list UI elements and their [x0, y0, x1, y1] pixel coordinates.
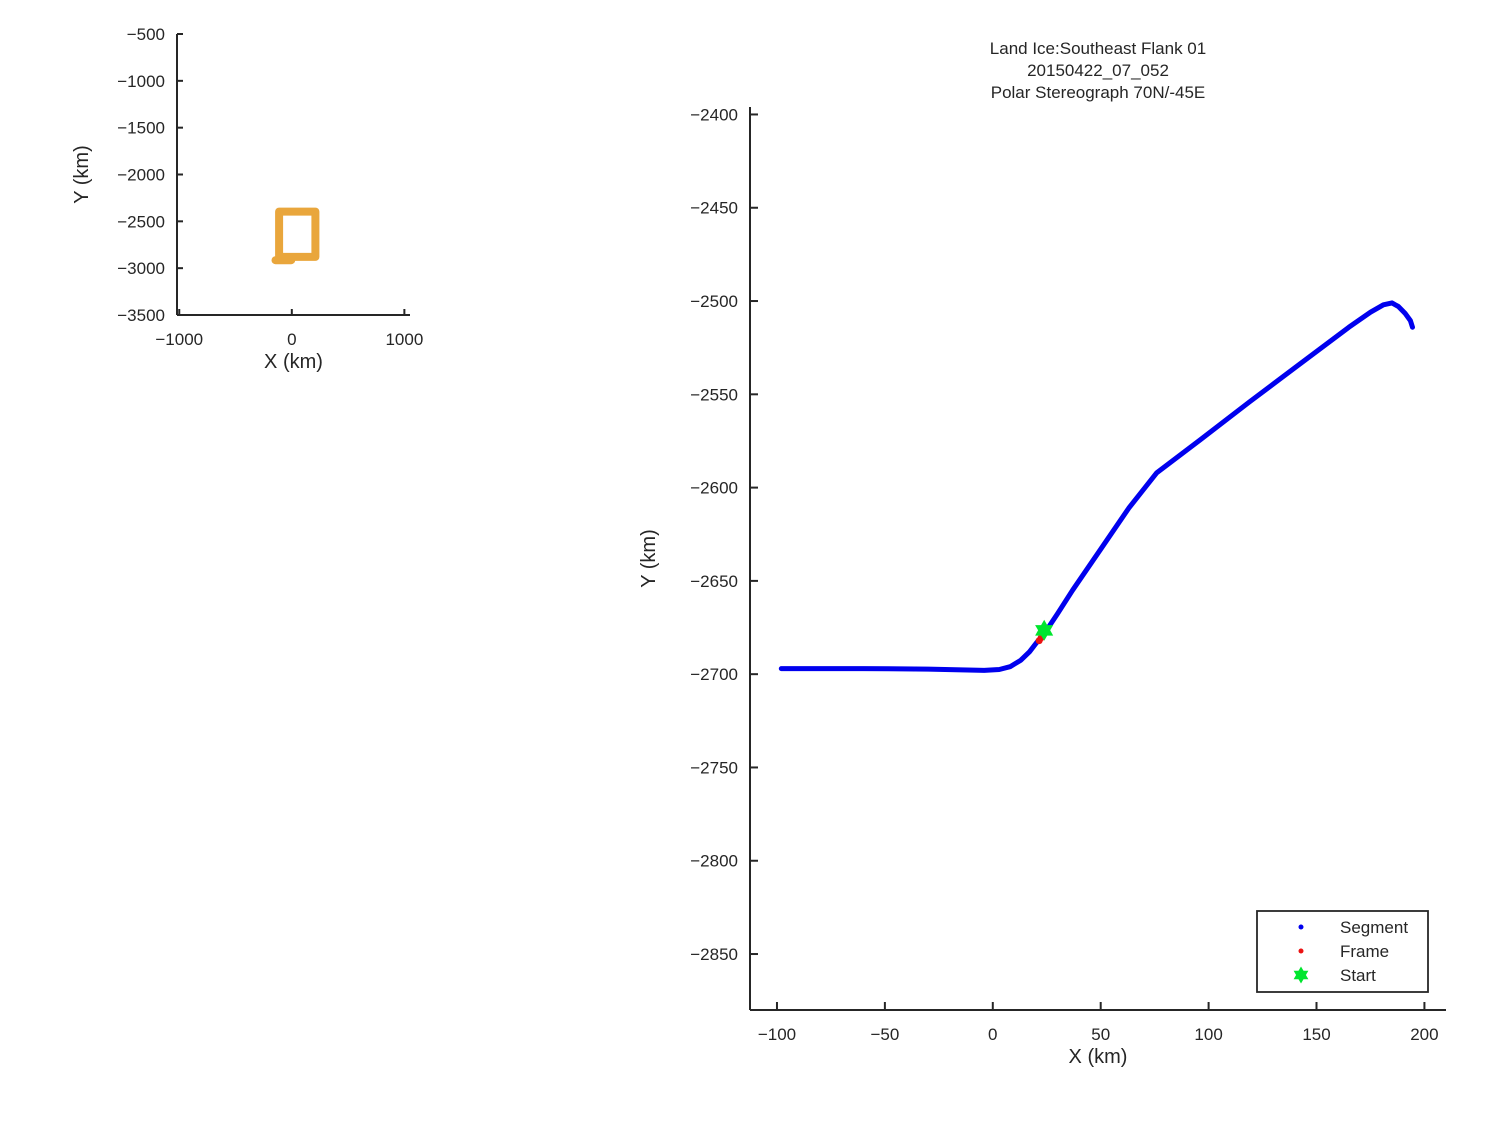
- x-axis-label: X (km): [1069, 1046, 1128, 1068]
- segment-track: [778, 300, 1415, 673]
- y-tick-label: −2500: [117, 212, 165, 231]
- legend-label: Start: [1340, 966, 1376, 985]
- legend-label: Segment: [1340, 918, 1408, 937]
- overview-plot: −1000 0 1000 −500 −1000 −1500 −2000 −2500 −3000 −…: [71, 25, 423, 373]
- main-plot: −100 −50 0 50 100 150 200 −2400 −2450 −2500 −2550 −…: [638, 39, 1446, 1068]
- x-tick-label: 1000: [385, 330, 423, 349]
- chart-title-line: Land Ice:Southeast Flank 01: [990, 39, 1206, 58]
- start-marker-point: [1035, 619, 1054, 641]
- x-tick-label: 150: [1302, 1025, 1330, 1044]
- y-axis-label: Y (km): [638, 529, 660, 588]
- segment-track-line: [778, 300, 1415, 673]
- y-tick-label: −2650: [690, 572, 738, 591]
- y-tick-label: −1500: [117, 119, 165, 138]
- chart-title-line: Polar Stereograph 70N/-45E: [991, 83, 1206, 102]
- x-tick-label: 0: [988, 1025, 997, 1044]
- legend-box: [1256, 910, 1429, 993]
- y-tick-label: −2550: [690, 385, 738, 404]
- y-tick-label: −1000: [117, 72, 165, 91]
- coverage-extent-box-line: [275, 207, 320, 261]
- legend-label: Frame: [1340, 942, 1389, 961]
- y-tick-label: −3500: [117, 306, 165, 325]
- y-tick-label: −2600: [690, 479, 738, 498]
- y-tick-label: −2000: [117, 166, 165, 185]
- x-tick-label: 200: [1410, 1025, 1438, 1044]
- y-tick-label: −3000: [117, 259, 165, 278]
- y-tick-label: −2450: [690, 199, 738, 218]
- y-tick-label: −500: [127, 25, 165, 44]
- y-tick-label: −2400: [690, 105, 738, 124]
- x-tick-label: −1000: [155, 330, 203, 349]
- y-tick-label: −2750: [690, 758, 738, 777]
- legend-marker-start: [1293, 966, 1309, 984]
- x-tick-label: 0: [287, 330, 296, 349]
- chart-title-line: 20150422_07_052: [1027, 61, 1169, 80]
- legend-marker-segment: [1298, 924, 1304, 930]
- y-tick-label: −2850: [690, 945, 738, 964]
- x-tick-label: 50: [1091, 1025, 1110, 1044]
- x-tick-label: 100: [1194, 1025, 1222, 1044]
- x-tick-label: −50: [870, 1025, 899, 1044]
- coverage-extent-box: [275, 207, 320, 261]
- x-tick-label: −100: [758, 1025, 796, 1044]
- legend: Segment Frame Start: [1256, 910, 1429, 993]
- x-axis-label: X (km): [264, 351, 323, 373]
- y-tick-label: −2700: [690, 665, 738, 684]
- y-axis-label: Y (km): [71, 145, 93, 204]
- y-tick-label: −2800: [690, 852, 738, 871]
- start-marker: [1035, 619, 1054, 641]
- legend-marker-frame: [1298, 948, 1304, 954]
- y-tick-label: −2500: [690, 292, 738, 311]
